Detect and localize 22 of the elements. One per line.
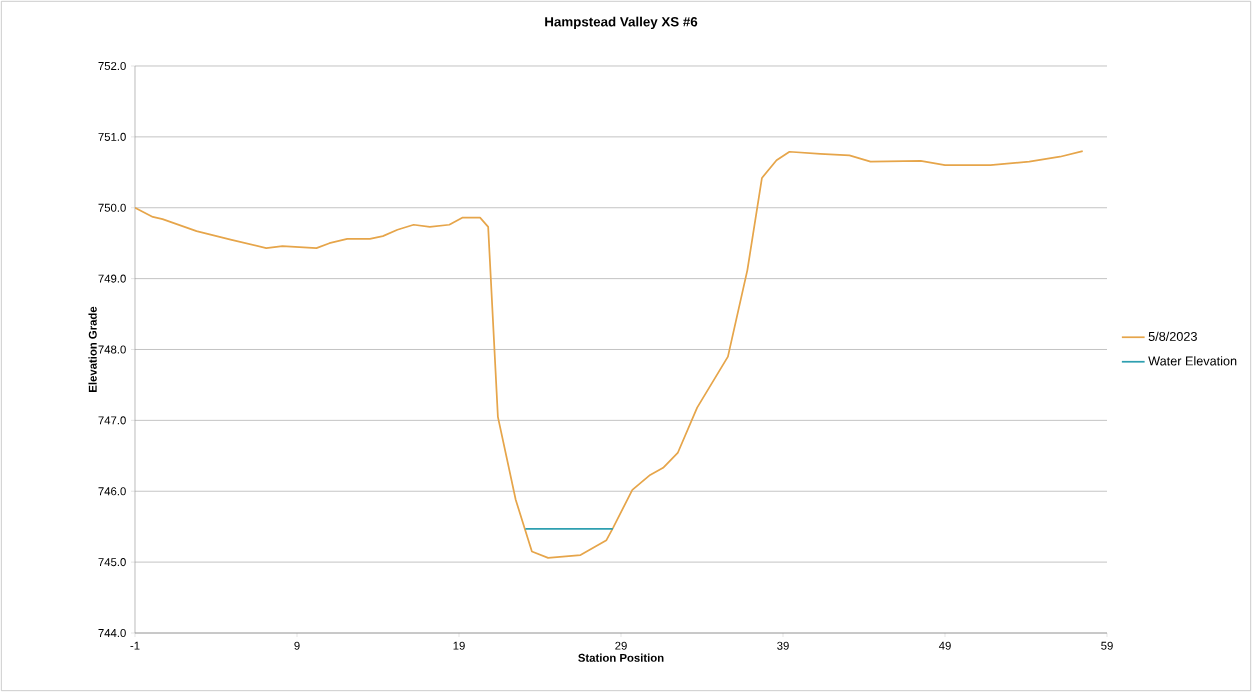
y-tick-label: 747.0 [98,416,126,425]
x-tick-label: 9 [294,641,300,650]
line-series [135,150,1084,559]
y-tick-label: 749.0 [98,274,126,283]
legend-label: 5/8/2023 [1148,331,1197,341]
x-tick-label: 29 [615,641,627,650]
y-tick-label: 746.0 [98,487,126,496]
y-tick-label: 750.0 [98,203,126,212]
y-tick-label: 744.0 [98,629,126,638]
x-tick-label: -1 [130,641,140,650]
y-axis-title: Elevation Grade [88,306,97,392]
chart-title: Hampstead Valley XS #6 [545,16,698,30]
x-tick-label: 59 [1101,641,1113,650]
y-tick-label: 751.0 [98,132,126,141]
x-tick-label: 49 [938,641,951,650]
x-tick-label: 39 [777,641,789,650]
y-tick-label: 745.0 [98,558,126,567]
y-tick-label: 752.0 [98,61,126,70]
x-tick-label: 19 [453,641,465,650]
y-tick-label: 748.0 [98,345,126,354]
legend-label: Water Elevation [1148,356,1237,366]
x-axis-title: Station Position [578,653,664,662]
